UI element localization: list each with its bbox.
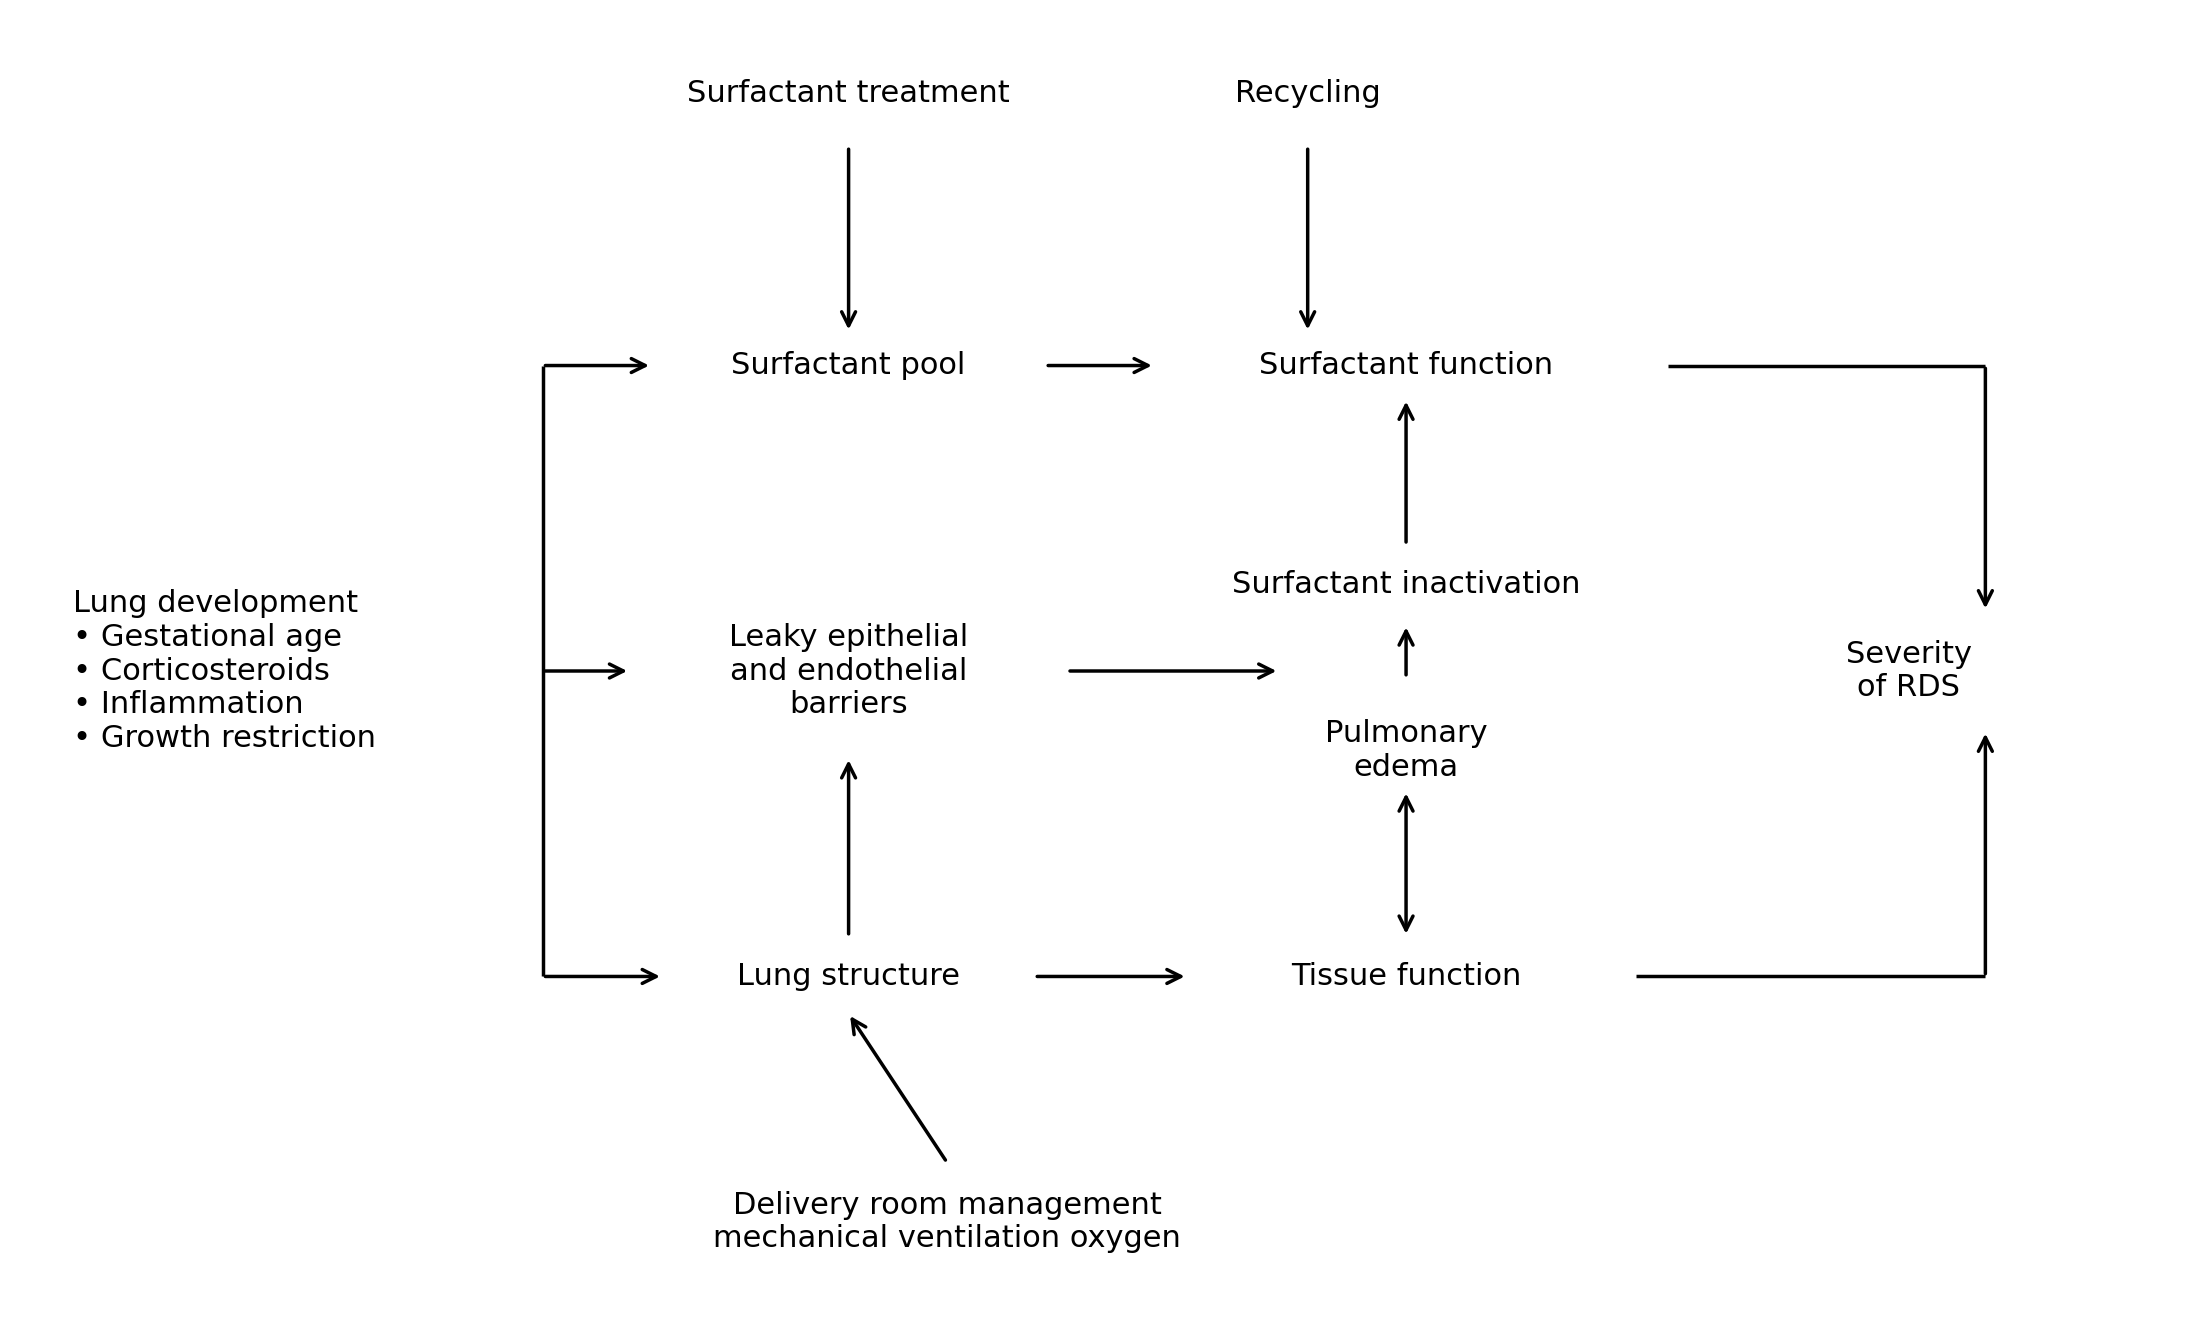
Text: Pulmonary
edema: Pulmonary edema bbox=[1324, 719, 1487, 782]
Text: Tissue function: Tissue function bbox=[1291, 962, 1520, 990]
Text: Leaky epithelial
and endothelial
barriers: Leaky epithelial and endothelial barrier… bbox=[728, 623, 968, 719]
Text: Lung development
• Gestational age
• Corticosteroids
• Inflammation
• Growth res: Lung development • Gestational age • Cor… bbox=[73, 589, 376, 753]
Text: Recycling: Recycling bbox=[1234, 79, 1382, 107]
Text: Surfactant inactivation: Surfactant inactivation bbox=[1232, 570, 1580, 599]
Text: Surfactant function: Surfactant function bbox=[1258, 352, 1553, 380]
Text: Surfactant pool: Surfactant pool bbox=[730, 352, 966, 380]
Text: Severity
of RDS: Severity of RDS bbox=[1846, 640, 1971, 702]
Text: Lung structure: Lung structure bbox=[737, 962, 959, 990]
Text: Delivery room management
mechanical ventilation oxygen: Delivery room management mechanical vent… bbox=[713, 1190, 1181, 1253]
Text: Surfactant treatment: Surfactant treatment bbox=[686, 79, 1010, 107]
